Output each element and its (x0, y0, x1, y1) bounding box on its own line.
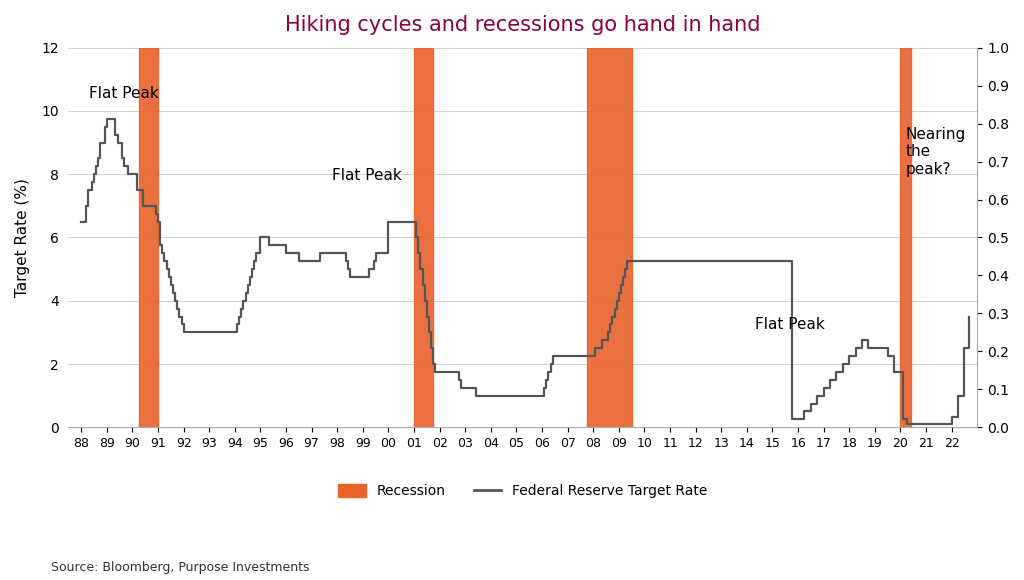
Text: Nearing
the
peak?: Nearing the peak? (905, 127, 966, 176)
Y-axis label: Target Rate (%): Target Rate (%) (15, 178, 30, 297)
Bar (139, 48, 158, 427)
Bar (414, 48, 433, 427)
Text: Source: Bloomberg, Purpose Investments: Source: Bloomberg, Purpose Investments (51, 561, 309, 574)
Bar (587, 48, 632, 427)
Bar (900, 48, 910, 427)
Text: Flat Peak: Flat Peak (89, 86, 159, 100)
Legend: Recession, Federal Reserve Target Rate: Recession, Federal Reserve Target Rate (333, 478, 714, 504)
Text: Flat Peak: Flat Peak (332, 168, 401, 183)
Text: Flat Peak: Flat Peak (755, 317, 824, 332)
Title: Hiking cycles and recessions go hand in hand: Hiking cycles and recessions go hand in … (285, 15, 761, 35)
